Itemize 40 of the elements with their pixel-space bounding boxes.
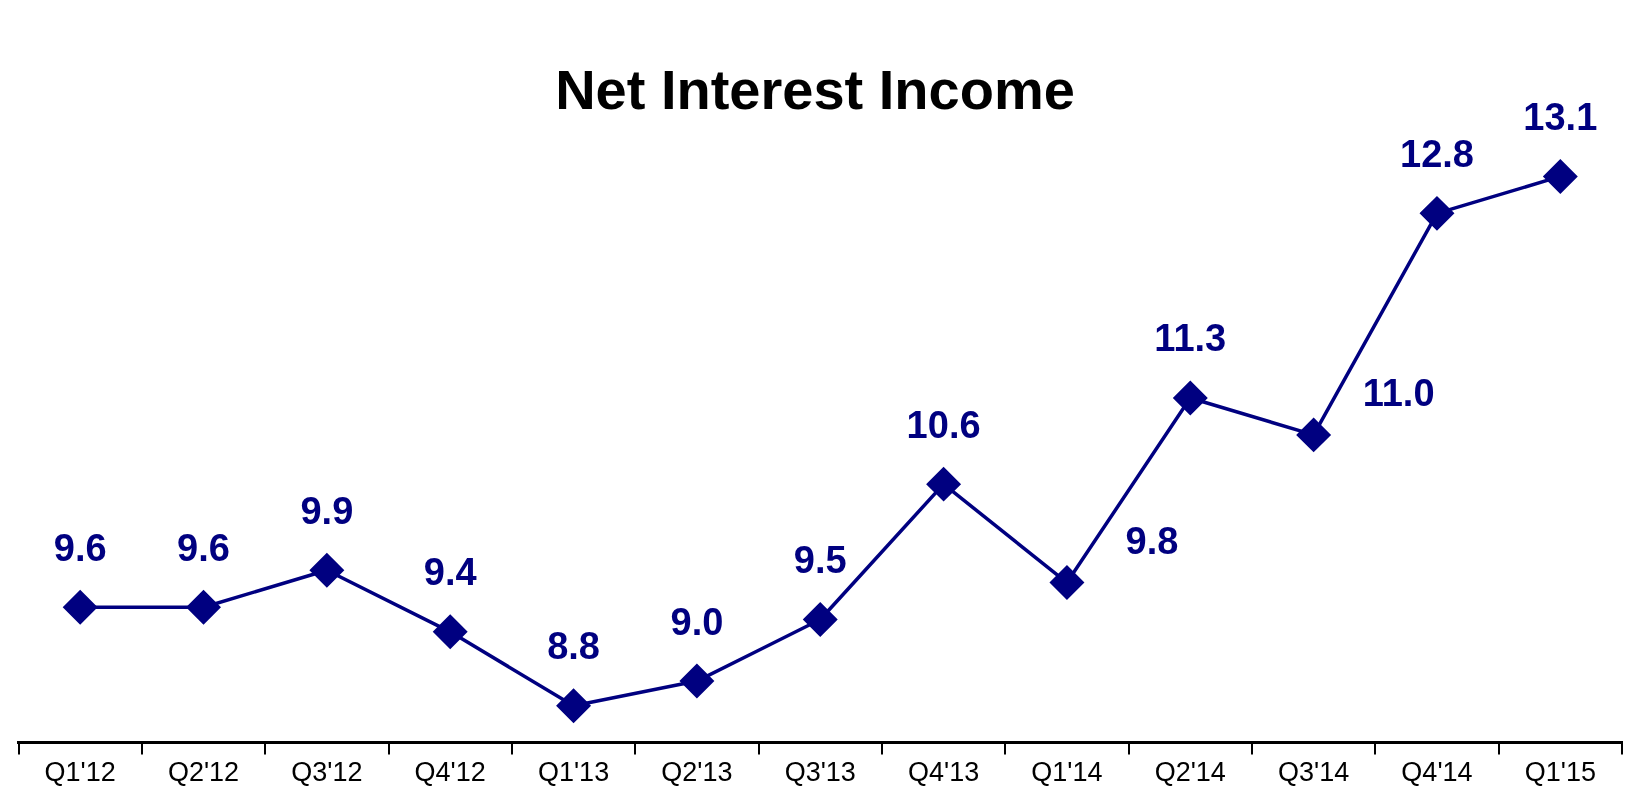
x-tick-label: Q2'14 — [1154, 757, 1226, 788]
chart-title: Net Interest Income — [555, 58, 1075, 122]
point — [1296, 418, 1331, 452]
point — [63, 590, 97, 624]
x-tick-label: Q2'13 — [661, 757, 733, 788]
data-label: 9.6 — [177, 526, 230, 569]
data-label: 10.6 — [906, 403, 981, 446]
point — [1050, 565, 1084, 600]
x-tick-label: Q1'12 — [44, 757, 116, 788]
data-label: 9.5 — [793, 539, 847, 581]
x-tick-label: Q1'15 — [1524, 757, 1596, 788]
point — [1173, 381, 1208, 415]
point — [310, 553, 344, 588]
point — [803, 602, 837, 637]
x-tick-label: Q2'12 — [167, 757, 240, 788]
point — [926, 467, 961, 501]
point — [186, 590, 221, 624]
data-label: 9.6 — [53, 526, 107, 569]
x-tick-label: Q4'12 — [414, 757, 486, 788]
x-tick-label: Q1'14 — [1031, 757, 1103, 788]
data-label: 9.9 — [300, 489, 354, 532]
data-label: 9.4 — [423, 551, 477, 594]
x-tick-label: Q4'14 — [1401, 757, 1473, 788]
point — [1543, 159, 1578, 194]
x-tick-label: Q3'13 — [784, 757, 856, 788]
x-tick-label: Q3'12 — [291, 757, 363, 788]
data-label: 11.3 — [1154, 317, 1227, 360]
x-tick-label: Q4'13 — [907, 757, 980, 788]
data-label: 9.0 — [670, 600, 724, 643]
x-tick-label: Q1'13 — [537, 757, 610, 788]
data-label: 12.8 — [1400, 132, 1474, 175]
data-label: 13.1 — [1523, 95, 1598, 138]
point — [556, 688, 591, 723]
point — [680, 664, 714, 698]
data-label: 11.0 — [1362, 372, 1435, 415]
point — [433, 615, 467, 649]
x-tick-label: Q3'14 — [1278, 757, 1350, 788]
point — [1420, 196, 1454, 231]
data-label: 8.8 — [547, 625, 600, 668]
data-label: 9.8 — [1125, 520, 1179, 563]
